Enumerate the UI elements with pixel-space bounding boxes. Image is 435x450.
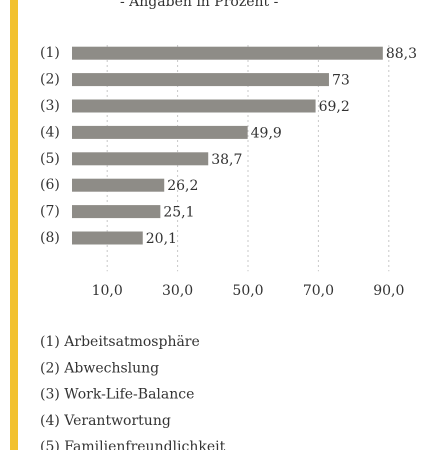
y-tick-label: (7) (40, 204, 60, 220)
x-tick-label: 10,0 (92, 283, 123, 299)
y-tick-label: (3) (40, 98, 60, 114)
bar (72, 125, 248, 139)
value-label: 88,3 (386, 46, 417, 62)
y-tick-label: (6) (40, 177, 60, 193)
value-label: 73 (332, 73, 350, 89)
bar (72, 231, 143, 245)
value-label: 26,2 (167, 178, 198, 194)
bar (72, 73, 329, 87)
key-item: (1) Arbeitsatmosphäre (40, 334, 200, 350)
bar (72, 152, 209, 166)
chart-subtitle: - Angaben in Prozent - (120, 0, 279, 10)
y-tick-label: (4) (40, 124, 60, 140)
y-tick-label: (1) (40, 45, 60, 61)
x-tick-label: 50,0 (232, 283, 263, 299)
bar (72, 205, 161, 219)
bar (72, 46, 383, 60)
accent-bar (10, 0, 18, 450)
bar (72, 178, 165, 192)
y-tick-label: (5) (40, 151, 60, 167)
value-label: 69,2 (319, 99, 350, 115)
y-tick-label: (8) (40, 230, 60, 246)
x-tick-label: 30,0 (162, 283, 193, 299)
bar (72, 99, 316, 113)
key-item: (5) Familienfreundlichkeit (40, 439, 226, 450)
value-label: 25,1 (163, 205, 194, 221)
x-tick-label: 90,0 (373, 283, 404, 299)
key-item: (4) Verantwortung (40, 413, 171, 429)
value-label: 20,1 (146, 231, 177, 247)
key-item: (3) Work-Life-Balance (40, 387, 194, 403)
y-tick-label: (2) (40, 72, 60, 88)
value-label: 38,7 (211, 152, 242, 168)
key-item: (2) Abwechslung (40, 360, 159, 376)
x-tick-label: 70,0 (303, 283, 334, 299)
value-label: 49,9 (251, 125, 282, 141)
